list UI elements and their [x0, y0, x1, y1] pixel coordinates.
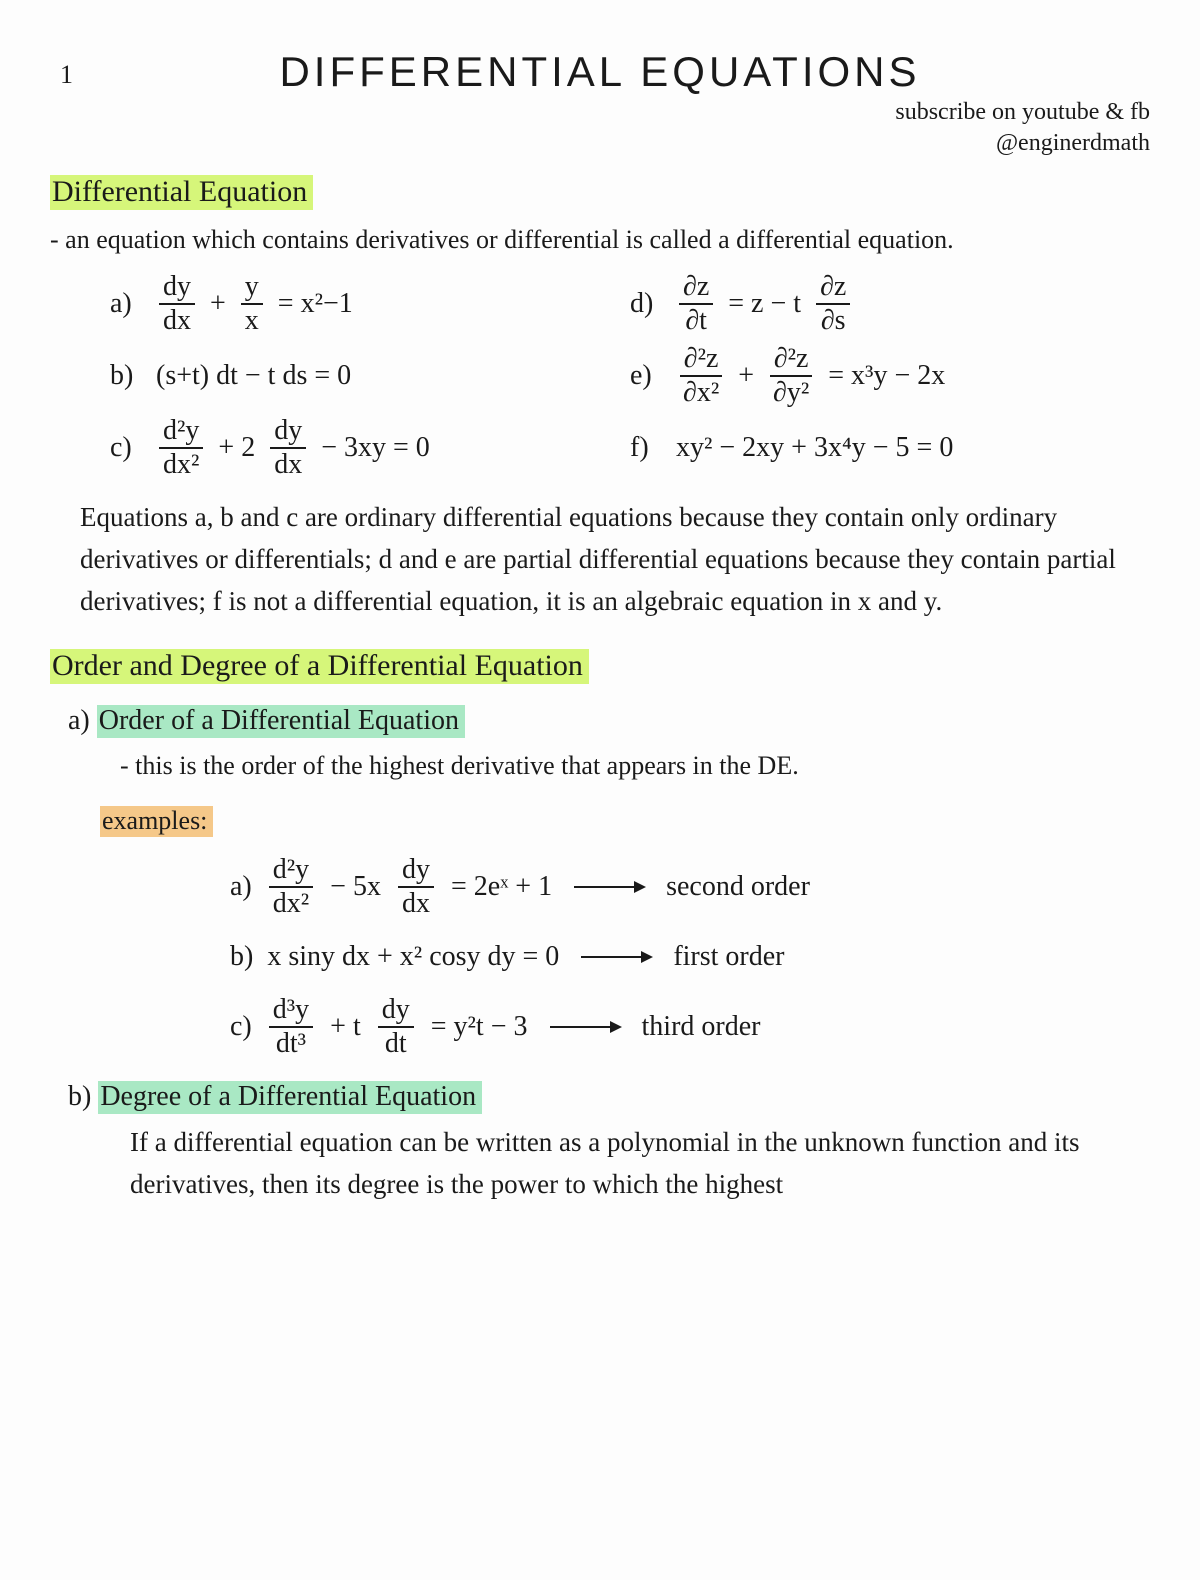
section1-explanation: Equations a, b and c are ordinary differ… — [80, 497, 1130, 623]
frac-den: x — [241, 305, 263, 335]
eq-text: x siny dx + x² cosy dy = 0 — [267, 936, 559, 978]
op: − 5x — [330, 866, 381, 908]
section1-examples: a) dy dx + y x = x²−1 d) ∂z ∂t = z − t ∂… — [110, 273, 1150, 479]
rhs: = x²−1 — [278, 283, 353, 325]
frac-den: dt — [381, 1028, 411, 1058]
rhs: = 2eˣ + 1 — [451, 866, 552, 908]
order-definition: this is the order of the highest derivat… — [120, 746, 1150, 785]
examples-label-text: examples: — [100, 806, 213, 837]
op: = z − t — [728, 283, 801, 325]
degree-heading-text: Degree of a Differential Equation — [98, 1081, 482, 1114]
frac-num: dy — [378, 996, 414, 1028]
example-b: b) (s+t) dt − t ds = 0 — [110, 345, 590, 407]
frac-num: dy — [398, 856, 434, 888]
arrow-icon — [574, 886, 644, 888]
frac-den: dx — [270, 449, 306, 479]
page-number: 1 — [60, 55, 73, 94]
section1-heading-text: Differential Equation — [50, 175, 313, 210]
example-c: c) d²y dx² + 2 dy dx − 3xy = 0 — [110, 417, 590, 479]
examples-label: examples: — [100, 801, 213, 840]
order-ex-label: b) — [230, 936, 253, 978]
frac: ∂²z ∂y² — [769, 345, 813, 407]
frac: d³y dt³ — [269, 996, 313, 1058]
frac-den: ∂y² — [769, 377, 813, 407]
op: + — [738, 355, 754, 397]
frac: d²y dx² — [159, 417, 203, 479]
arrow-icon — [581, 956, 651, 958]
example-e-label: e) — [630, 355, 664, 397]
frac: dy dx — [159, 273, 195, 335]
example-f: f) xy² − 2xy + 3x⁴y − 5 = 0 — [630, 417, 1110, 479]
order-example-c: c) d³y dt³ + t dy dt = y²t − 3 third ord… — [230, 996, 1150, 1058]
frac-den: dx — [398, 888, 434, 918]
order-example-a: a) d²y dx² − 5x dy dx = 2eˣ + 1 second o… — [230, 856, 1150, 918]
example-f-label: f) — [630, 427, 664, 469]
frac-den: ∂s — [817, 305, 850, 335]
example-e: e) ∂²z ∂x² + ∂²z ∂y² = x³y − 2x — [630, 345, 1110, 407]
order-result: second order — [666, 866, 810, 908]
frac-num: d³y — [269, 996, 313, 1028]
section1-heading: Differential Equation — [50, 169, 1150, 214]
subscribe-handle: @enginerdmath — [50, 128, 1150, 159]
frac: ∂²z ∂x² — [679, 345, 723, 407]
frac: ∂z ∂s — [816, 273, 850, 335]
rhs: = y²t − 3 — [431, 1006, 528, 1048]
degree-heading: b) Degree of a Differential Equation — [68, 1076, 1150, 1118]
example-d-label: d) — [630, 283, 664, 325]
frac-den: dx² — [159, 449, 203, 479]
frac-den: ∂t — [681, 305, 711, 335]
order-result: first order — [673, 936, 784, 978]
frac-num: ∂²z — [680, 345, 723, 377]
section2-heading: Order and Degree of a Differential Equat… — [50, 643, 1150, 688]
eq-text: (s+t) dt − t ds = 0 — [156, 355, 351, 397]
order-label: a) — [68, 705, 90, 736]
subscribe-block: subscribe on youtube & fb @enginerdmath — [50, 97, 1150, 159]
section2-heading-text: Order and Degree of a Differential Equat… — [50, 649, 589, 684]
section1-definition: an equation which contains derivatives o… — [50, 220, 1150, 259]
frac-num: y — [241, 273, 263, 305]
frac-num: dy — [270, 417, 306, 449]
frac: y x — [241, 273, 263, 335]
frac-den: dx² — [269, 888, 313, 918]
frac-num: dy — [159, 273, 195, 305]
order-example-b: b) x siny dx + x² cosy dy = 0 first orde… — [230, 936, 1150, 978]
frac-num: ∂²z — [770, 345, 813, 377]
example-b-label: b) — [110, 355, 144, 397]
order-result: third order — [642, 1006, 761, 1048]
frac: d²y dx² — [269, 856, 313, 918]
example-a-label: a) — [110, 283, 144, 325]
frac: dy dt — [378, 996, 414, 1058]
frac-den: ∂x² — [679, 377, 723, 407]
frac: dy dx — [398, 856, 434, 918]
frac: dy dx — [270, 417, 306, 479]
op: + t — [330, 1006, 361, 1048]
rhs: = x³y − 2x — [828, 355, 945, 397]
example-c-label: c) — [110, 427, 144, 469]
order-heading-text: Order of a Differential Equation — [97, 705, 465, 738]
frac-den: dt³ — [272, 1028, 310, 1058]
frac-num: d²y — [269, 856, 313, 888]
frac: ∂z ∂t — [679, 273, 713, 335]
frac-den: dx — [159, 305, 195, 335]
frac-num: ∂z — [816, 273, 850, 305]
arrow-icon — [550, 1026, 620, 1028]
page-title: DIFFERENTIAL EQUATIONS — [50, 40, 1150, 103]
order-heading: a) Order of a Differential Equation — [68, 700, 1150, 742]
order-ex-label: a) — [230, 866, 252, 908]
rhs: − 3xy = 0 — [321, 427, 430, 469]
frac-num: ∂z — [679, 273, 713, 305]
degree-label: b) — [68, 1081, 91, 1112]
example-a: a) dy dx + y x = x²−1 — [110, 273, 590, 335]
eq-text: xy² − 2xy + 3x⁴y − 5 = 0 — [676, 427, 953, 469]
degree-definition: If a differential equation can be writte… — [130, 1122, 1110, 1206]
op: + 2 — [218, 427, 255, 469]
frac-num: d²y — [159, 417, 203, 449]
example-d: d) ∂z ∂t = z − t ∂z ∂s — [630, 273, 1110, 335]
order-ex-label: c) — [230, 1006, 252, 1048]
op: + — [210, 283, 226, 325]
